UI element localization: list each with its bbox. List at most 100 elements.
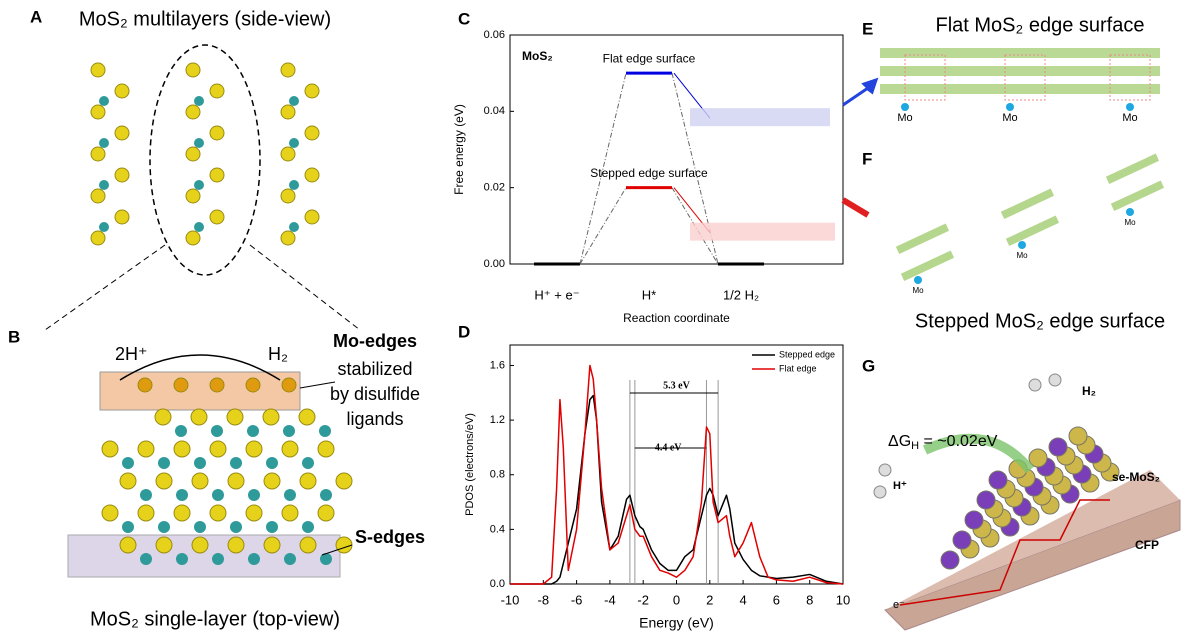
atom	[138, 441, 154, 457]
atom	[192, 537, 208, 553]
atom	[102, 505, 118, 521]
y-axis-label: Free energy (eV)	[452, 104, 466, 195]
atom	[155, 409, 171, 425]
atom	[191, 409, 207, 425]
x-axis-label: Energy (eV)	[639, 615, 714, 631]
cfp-label: CFP	[1135, 538, 1159, 552]
atom	[263, 409, 279, 425]
dg-rest: = ~0.02eV	[919, 433, 998, 450]
dg-sub: H	[911, 440, 919, 452]
atom	[227, 409, 243, 425]
atom	[210, 505, 226, 521]
atom	[91, 189, 105, 203]
dg: ΔG	[888, 433, 911, 450]
atom	[91, 147, 105, 161]
x-tick-label: 10	[836, 592, 850, 607]
atom	[99, 138, 109, 148]
atom	[284, 553, 296, 565]
y-tick-label: 0.4	[490, 523, 505, 535]
zoom-line	[45, 245, 165, 330]
atom	[305, 84, 319, 98]
atom	[212, 553, 224, 565]
atom	[305, 168, 319, 182]
atom	[122, 457, 134, 469]
atom	[282, 505, 298, 521]
atom	[300, 537, 316, 553]
atom	[282, 378, 296, 392]
h2-label: H₂	[1082, 384, 1096, 398]
mo-atom	[1126, 208, 1134, 216]
panel-label: G	[862, 356, 875, 375]
figure: A MoS₂ multilayers (side-view) B 2H⁺ H₂ …	[0, 0, 1195, 637]
series-label: Stepped edge surface	[590, 166, 708, 180]
atom	[264, 473, 280, 489]
atom	[120, 537, 136, 553]
product: H₂	[268, 344, 288, 364]
atom	[941, 551, 959, 569]
series-line	[510, 365, 843, 584]
atom	[176, 489, 188, 501]
atom	[247, 425, 259, 437]
atom	[186, 189, 200, 203]
atom	[336, 473, 352, 489]
atom	[302, 457, 314, 469]
atom	[289, 222, 299, 232]
x-tick-label: 6	[773, 592, 780, 607]
atom	[91, 231, 105, 245]
atom	[156, 537, 172, 553]
atom	[140, 553, 152, 565]
atom	[246, 505, 262, 521]
flat-edge-structure	[880, 48, 1160, 111]
atom	[140, 489, 152, 501]
x-tick-label: 0	[673, 592, 680, 607]
chart-d: 0.00.40.81.21.6-10-8-6-4-20246810DEnergy…	[458, 322, 850, 630]
atom	[305, 126, 319, 140]
y-tick-label: 0.0	[490, 578, 505, 590]
atom	[318, 505, 334, 521]
mo-note: stabilized	[337, 359, 412, 379]
atom	[289, 180, 299, 190]
x-tick-label: 2	[706, 592, 713, 607]
inset	[690, 108, 830, 126]
caption: MoS₂ single-layer (top-view)	[90, 608, 340, 630]
atom-label: Mo	[1124, 218, 1136, 227]
atom	[283, 425, 295, 437]
atom	[176, 553, 188, 565]
atom	[186, 147, 200, 161]
mo-note: ligands	[346, 409, 403, 429]
atom	[228, 537, 244, 553]
atom	[248, 553, 260, 565]
atom	[281, 147, 295, 161]
x-tick-label: 1/2 H₂	[723, 287, 759, 302]
atom	[210, 84, 224, 98]
atom	[194, 457, 206, 469]
atom	[230, 457, 242, 469]
x-tick-label: -2	[637, 592, 649, 607]
atom	[318, 441, 334, 457]
x-tick-label: H⁺ + e⁻	[534, 287, 579, 302]
atom	[264, 537, 280, 553]
atom	[115, 168, 129, 182]
x-tick-label: -10	[501, 592, 520, 607]
y-tick-label: 0.04	[484, 105, 505, 117]
atom	[156, 473, 172, 489]
atom-label: Mo	[1016, 251, 1028, 260]
series-label: Flat edge surface	[603, 51, 696, 65]
panel-title: MoS₂ multilayers (side-view)	[79, 8, 331, 30]
atom	[336, 537, 352, 553]
atom	[320, 489, 332, 501]
y-tick-label: 0.00	[484, 258, 505, 270]
h-plus-label: H⁺	[893, 480, 907, 492]
atom	[289, 96, 299, 106]
atom	[965, 511, 983, 529]
legend-label: Stepped edge	[779, 349, 835, 359]
atom	[230, 521, 242, 533]
highlight-ellipse	[150, 45, 260, 275]
atom	[174, 505, 190, 521]
atom	[266, 457, 278, 469]
atom	[122, 521, 134, 533]
panel-label: B	[8, 327, 20, 346]
atom	[210, 210, 224, 224]
mo-atom	[1018, 241, 1026, 249]
